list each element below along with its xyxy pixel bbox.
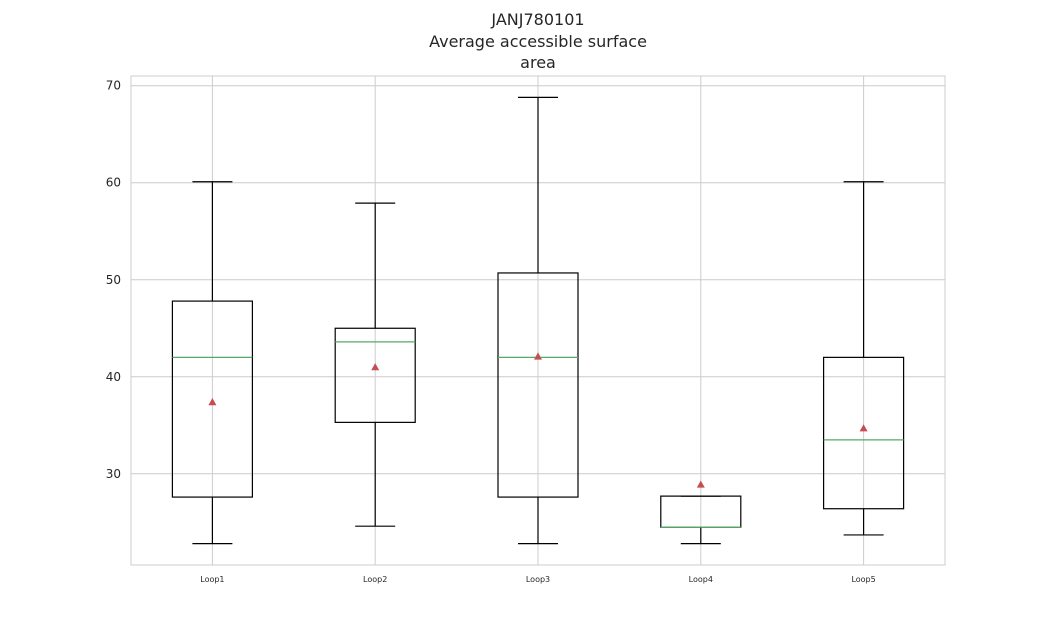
iqr-box <box>497 272 579 498</box>
y-tick-label: 50 <box>106 273 121 287</box>
axis-ticks: 30 40 50 60 70 Loop1 Loop2 Loop3 Loop4 Loop5 <box>106 79 876 584</box>
x-tick-label: Loop4 <box>689 575 713 584</box>
mean-marker <box>696 480 705 488</box>
y-tick-label: 60 <box>106 176 121 190</box>
y-tick-label: 70 <box>106 79 121 93</box>
chart-title-line-2: Average accessible surface <box>429 32 647 51</box>
x-tick-label: Loop5 <box>851 575 875 584</box>
box-loop2 <box>334 202 416 527</box>
mean-marker <box>859 424 868 432</box>
box-loop1 <box>171 181 253 545</box>
box-loop5 <box>822 181 905 536</box>
mean-marker <box>208 398 217 406</box>
grid <box>131 76 945 565</box>
iqr-box <box>171 300 253 498</box>
chart-title-line-3: area <box>520 53 556 72</box>
box-loop4 <box>660 480 742 545</box>
mean-marker <box>534 352 542 360</box>
x-tick-label: Loop1 <box>200 575 224 584</box>
x-tick-label: Loop3 <box>526 575 550 584</box>
x-tick-label: Loop2 <box>363 575 387 584</box>
iqr-box <box>822 356 905 510</box>
iqr-box <box>334 327 416 423</box>
y-tick-label: 40 <box>106 370 121 384</box>
chart-title: JANJ780101 Average accessible surface ar… <box>429 10 647 72</box>
boxes <box>171 96 905 545</box>
chart-title-line-1: JANJ780101 <box>490 10 584 29</box>
y-tick-label: 30 <box>106 467 121 481</box>
mean-marker <box>371 363 380 371</box>
box-loop3 <box>497 96 579 545</box>
plot-frame <box>130 75 946 566</box>
